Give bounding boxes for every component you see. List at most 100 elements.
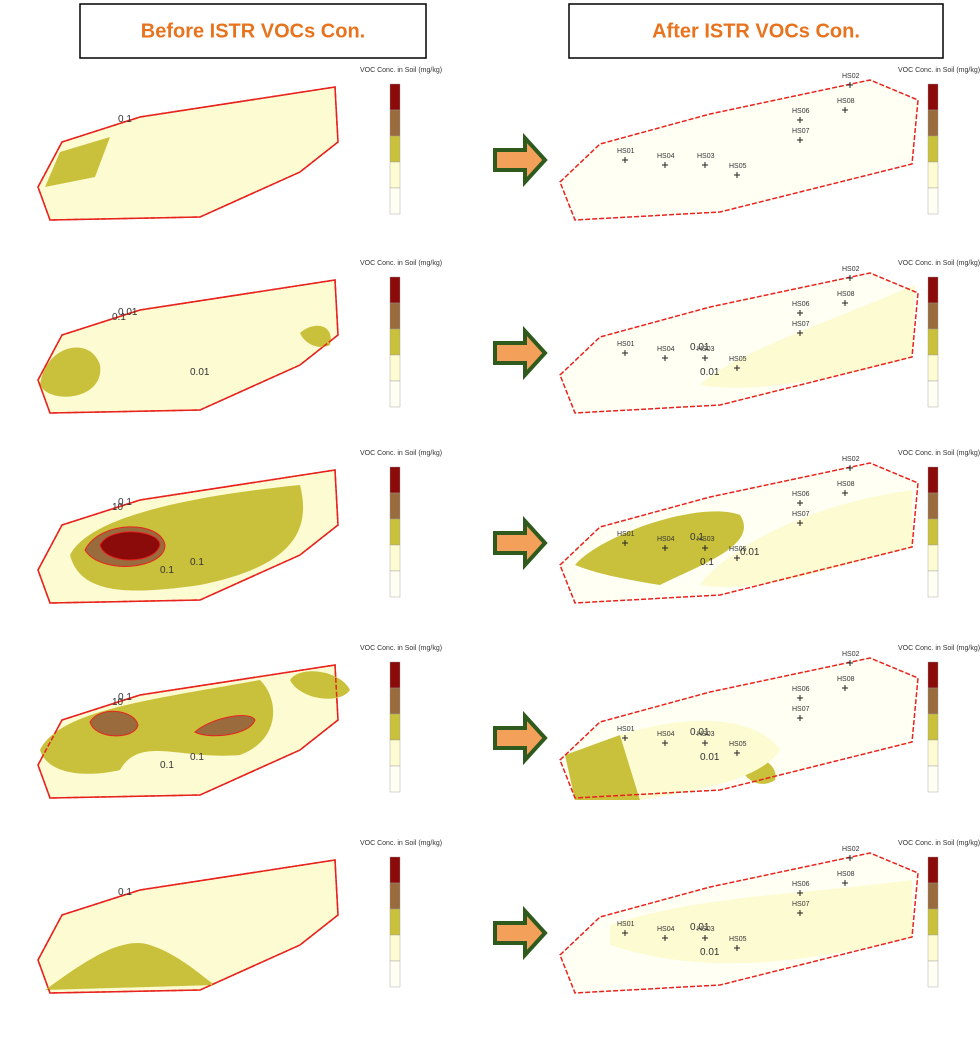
legend-swatch: [389, 934, 401, 962]
well-label: HS05: [729, 546, 747, 553]
contour-label: 0.01: [700, 947, 720, 958]
arrow: [493, 132, 548, 188]
well-label: HS02: [842, 266, 860, 273]
well-marker: [662, 740, 668, 746]
legend-swatch: [927, 492, 939, 520]
well-marker: [702, 935, 708, 941]
well-marker: [734, 172, 740, 178]
legend-swatch: [927, 302, 939, 330]
well-marker: [842, 107, 848, 113]
well-marker: [622, 540, 628, 546]
legend-title: VOC Conc. in Soil (mg/kg): [360, 450, 442, 457]
site-boundary: [560, 80, 918, 220]
contour-label: 10: [112, 502, 124, 513]
site-boundary: [37, 664, 339, 799]
legend-swatch: [389, 661, 401, 689]
legend-swatch: [927, 135, 939, 163]
well-marker: [797, 310, 803, 316]
well-marker: [842, 490, 848, 496]
well-label: HS02: [842, 846, 860, 853]
well-marker: [847, 660, 853, 666]
map-row: 0.1 VOC Conc. in Soil (mg/kg) HS01 HS04 HS03…: [37, 840, 980, 994]
contour-zone: [40, 680, 274, 774]
well-marker: [622, 350, 628, 356]
contour-label: 0.01: [700, 367, 720, 378]
contour-zone: [620, 720, 780, 800]
well-label: HS05: [729, 356, 747, 363]
well-label: HS03: [697, 926, 715, 933]
legend-swatch: [927, 739, 939, 767]
legend-swatch: [389, 492, 401, 520]
well-label: HS02: [842, 651, 860, 658]
legend-title: VOC Conc. in Soil (mg/kg): [898, 840, 980, 847]
well-label: HS03: [697, 346, 715, 353]
well-marker: [622, 735, 628, 741]
header-box: [79, 3, 427, 59]
legend-swatch: [389, 354, 401, 382]
well-label: HS08: [837, 871, 855, 878]
legend-swatch: [389, 135, 401, 163]
well-marker: [662, 545, 668, 551]
legend-swatch: [927, 661, 939, 689]
contour-zone: [40, 347, 101, 397]
legend-swatch: [927, 161, 939, 189]
well-label: HS08: [837, 481, 855, 488]
legend-swatch: [927, 882, 939, 910]
legend-title: VOC Conc. in Soil (mg/kg): [898, 450, 980, 457]
well-label: HS07: [792, 511, 810, 518]
well-label: HS01: [617, 726, 635, 733]
legend-swatch: [927, 354, 939, 382]
well-marker: [842, 300, 848, 306]
arrow: [493, 905, 548, 961]
well-marker: [702, 545, 708, 551]
legend-swatch: [389, 687, 401, 715]
contour-label: 0.1: [160, 565, 174, 576]
legend-swatch: [927, 908, 939, 936]
well-label: HS05: [729, 163, 747, 170]
legend-swatch: [389, 302, 401, 330]
header-after: After ISTR VOCs Con.: [652, 20, 860, 42]
well-marker: [797, 910, 803, 916]
legend-swatch: [927, 328, 939, 356]
legend-swatch: [389, 570, 401, 598]
header-box: [568, 3, 944, 59]
well-marker: [847, 465, 853, 471]
well-marker: [622, 157, 628, 163]
well-marker: [842, 685, 848, 691]
well-marker: [797, 117, 803, 123]
legend-swatch: [927, 570, 939, 598]
legend-title: VOC Conc. in Soil (mg/kg): [898, 260, 980, 267]
legend-swatch: [389, 83, 401, 111]
legend-swatch: [927, 466, 939, 494]
well-label: HS04: [657, 731, 675, 738]
well-label: HS07: [792, 128, 810, 135]
legend-title: VOC Conc. in Soil (mg/kg): [360, 840, 442, 847]
well-marker: [797, 520, 803, 526]
well-label: HS04: [657, 153, 675, 160]
contour-zone: [610, 880, 912, 964]
legend-swatch: [927, 960, 939, 988]
well-label: HS05: [729, 741, 747, 748]
contour-zone: [45, 137, 110, 187]
site-boundary: [37, 86, 339, 221]
contour-label: 0.01: [740, 547, 760, 558]
well-marker: [702, 740, 708, 746]
site-boundary: [37, 859, 339, 994]
legend-swatch: [389, 544, 401, 572]
well-label: HS08: [837, 676, 855, 683]
well-label: HS06: [792, 108, 810, 115]
legend-swatch: [389, 328, 401, 356]
well-label: HS04: [657, 346, 675, 353]
contour-zone: [194, 715, 256, 737]
well-label: HS04: [657, 926, 675, 933]
legend-swatch: [389, 380, 401, 408]
legend-swatch: [389, 109, 401, 137]
well-marker: [847, 82, 853, 88]
contour-label: 10: [112, 697, 124, 708]
contour-zone: [45, 943, 215, 990]
contour-zone: [700, 490, 912, 587]
well-label: HS07: [792, 901, 810, 908]
well-label: HS06: [792, 686, 810, 693]
well-marker: [797, 890, 803, 896]
well-label: HS08: [837, 98, 855, 105]
